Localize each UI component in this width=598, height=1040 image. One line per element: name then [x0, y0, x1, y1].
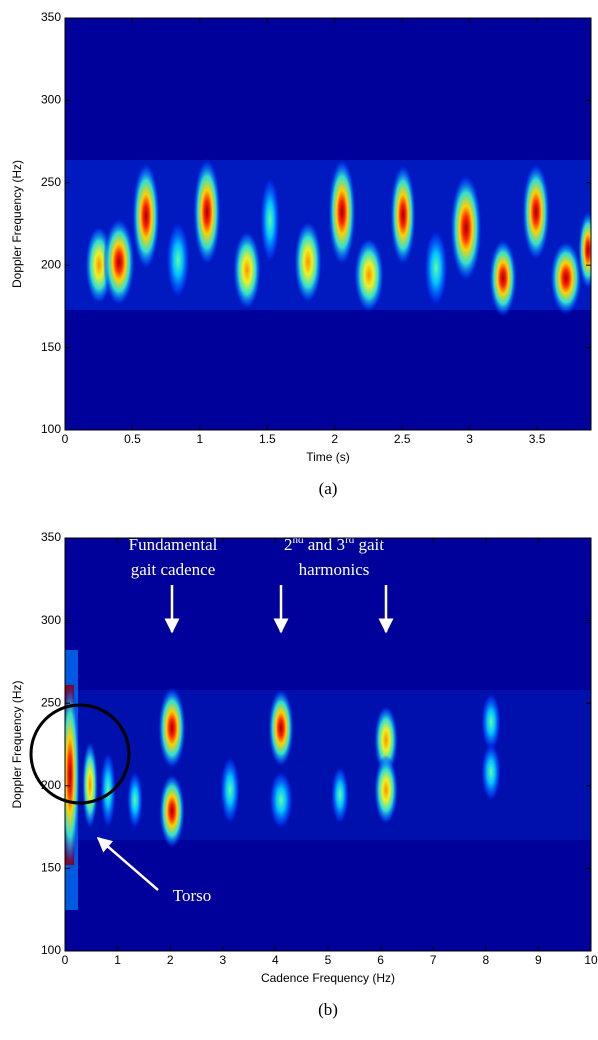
- x-tick-label: 0.5: [124, 432, 141, 446]
- x-tick-label: 1.5: [259, 432, 276, 446]
- annotation-part: and 3: [304, 535, 346, 554]
- x-tick-label: 1: [114, 953, 121, 967]
- y-axis-label: Doppler Frequency (Hz): [10, 160, 24, 288]
- x-tick-label: 3: [219, 953, 226, 967]
- x-tick-label: 0: [62, 432, 69, 446]
- x-tick-label: 2.5: [394, 432, 411, 446]
- arrows: [96, 585, 394, 891]
- x-tick-label: 8: [482, 953, 489, 967]
- x-tick-label: 9: [535, 953, 542, 967]
- x-tick-label: 6: [377, 953, 384, 967]
- x-tick-label: 2: [167, 953, 174, 967]
- x-tick-label: 4: [272, 953, 279, 967]
- x-tick-label: 5: [325, 953, 332, 967]
- annotation-part: rd: [345, 534, 355, 546]
- x-tick-label: 0: [62, 953, 69, 967]
- y-tick-label: 200: [41, 778, 61, 792]
- caption: (a): [319, 479, 338, 498]
- y-tick-label: 250: [41, 695, 61, 709]
- y-tick-label: 150: [41, 340, 61, 354]
- x-tick-label: 3.5: [529, 432, 546, 446]
- y-tick-label: 350: [41, 10, 61, 24]
- annotation: harmonics: [299, 560, 370, 579]
- heatmap-b: [65, 538, 591, 951]
- y-tick-label: 100: [41, 422, 61, 436]
- y-tick-label: 300: [41, 93, 61, 107]
- heatmap-a: [65, 18, 591, 430]
- caption: (b): [318, 1000, 338, 1019]
- y-tick-label: 100: [41, 943, 61, 957]
- torso-circle: [29, 703, 131, 805]
- x-tick-label: 2: [331, 432, 338, 446]
- annotation: gait cadence: [131, 560, 215, 579]
- annotation-part: nd: [293, 534, 305, 546]
- y-tick-label: 250: [41, 175, 61, 189]
- y-axis-label: Doppler Frequency (Hz): [10, 680, 24, 808]
- annotation: 2nd and 3rd gait: [284, 534, 384, 554]
- annotation: Torso: [173, 886, 211, 905]
- x-axis-label: Cadence Frequency (Hz): [261, 971, 395, 985]
- x-axis-label: Time (s): [306, 450, 350, 464]
- y-tick-label: 200: [41, 257, 61, 271]
- annotation-part: 2: [284, 535, 293, 554]
- annotation: Fundamental: [129, 535, 218, 554]
- x-tick-label: 3: [466, 432, 473, 446]
- annotation-part: gait: [354, 535, 384, 554]
- x-tick-label: 10: [584, 953, 598, 967]
- plot-frame: [64, 17, 592, 431]
- y-tick-label: 300: [41, 613, 61, 627]
- y-tick-label: 350: [41, 530, 61, 544]
- y-tick-label: 150: [41, 861, 61, 875]
- x-tick-label: 7: [430, 953, 437, 967]
- x-tick-label: 1: [197, 432, 204, 446]
